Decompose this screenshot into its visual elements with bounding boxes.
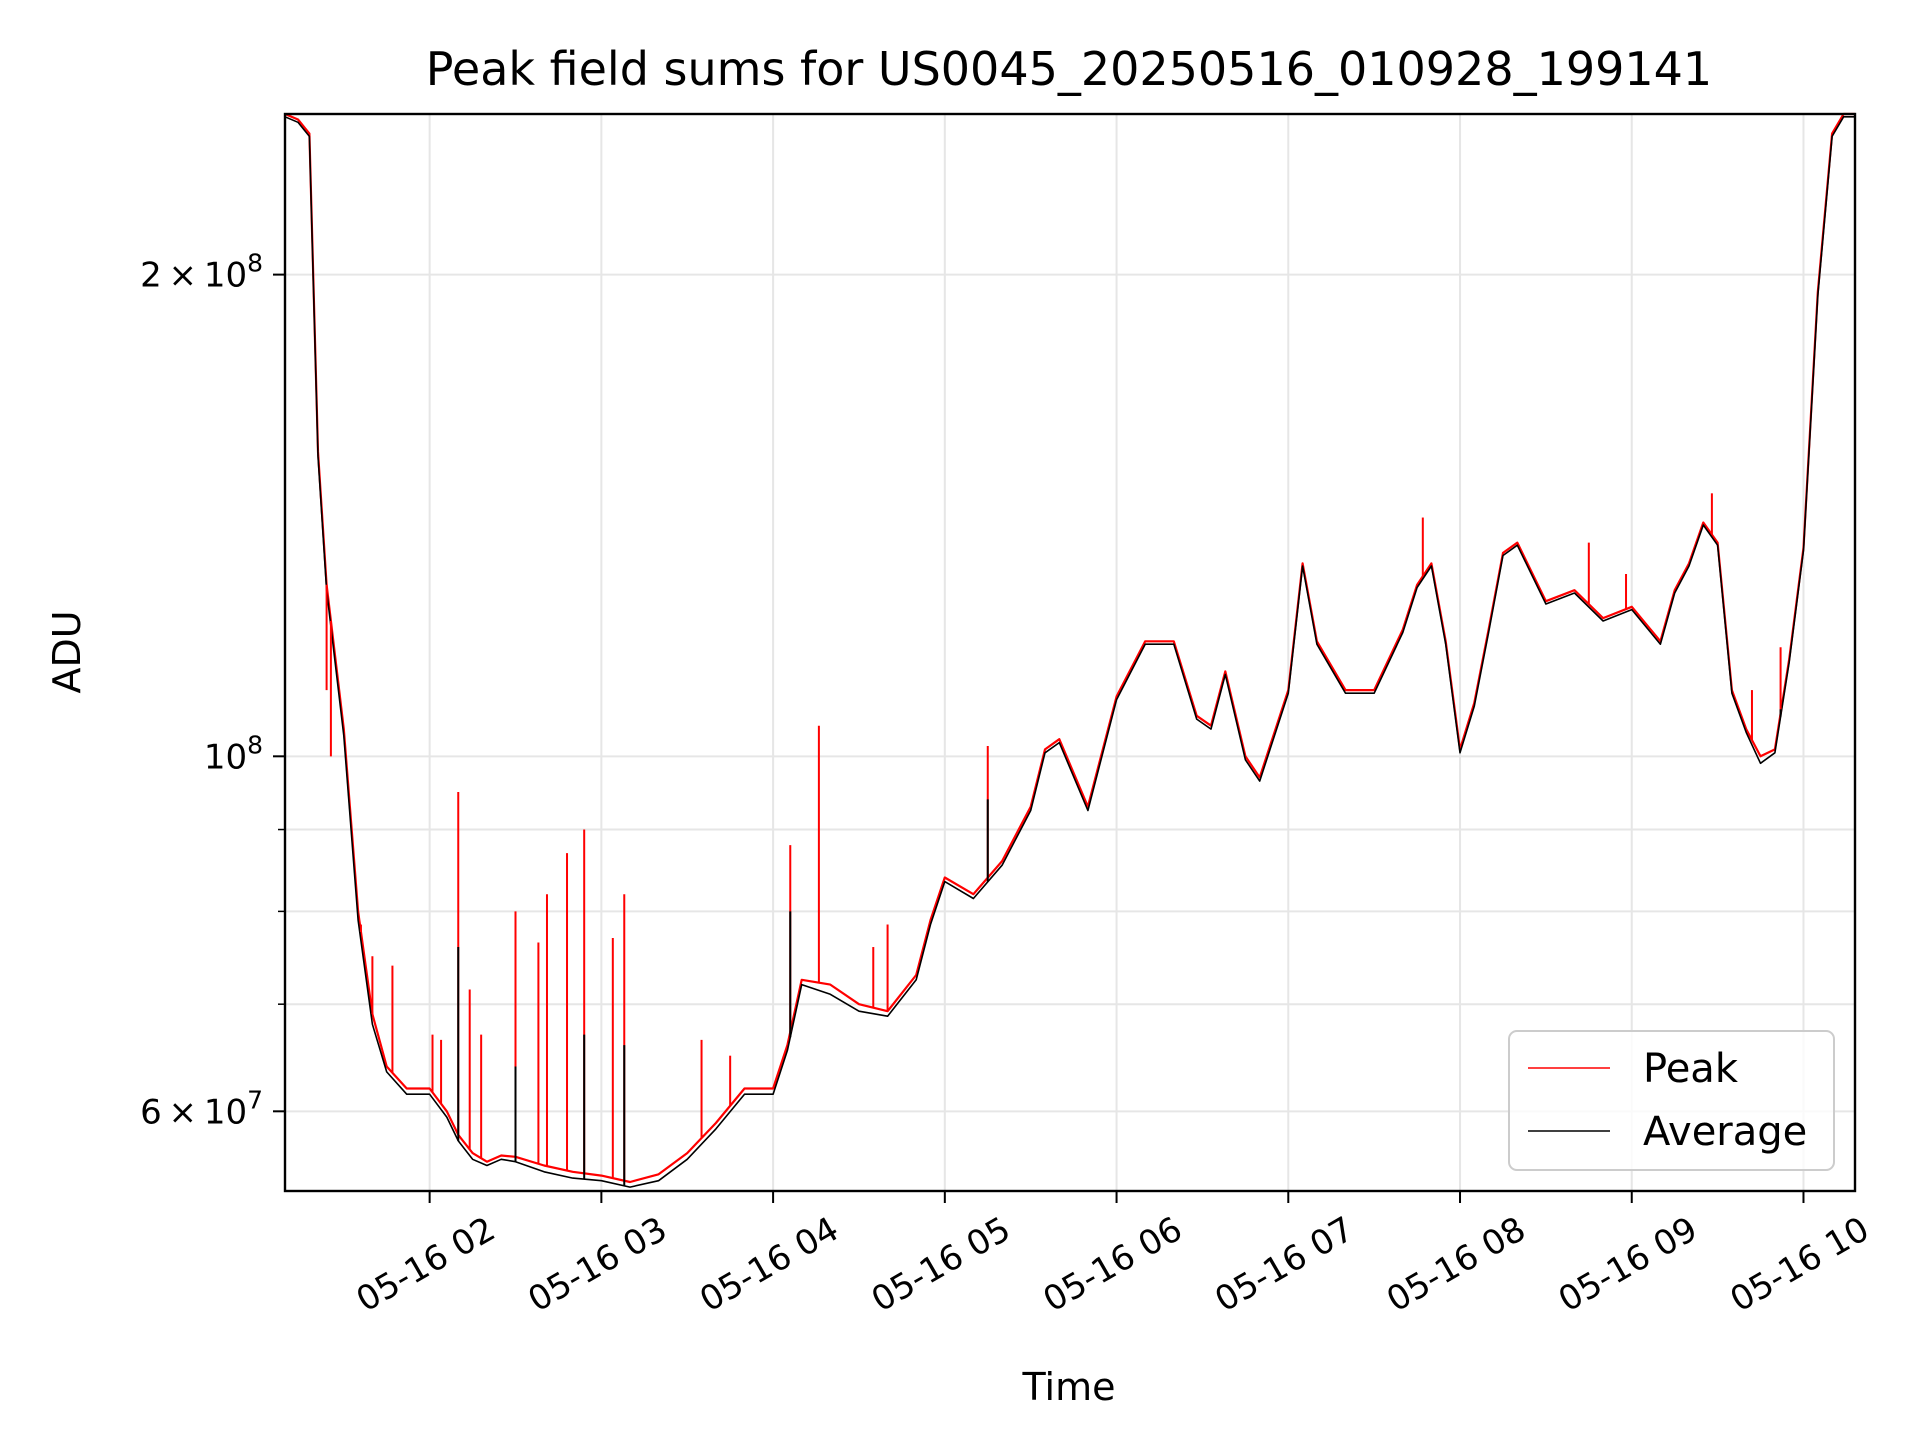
y-axis-label: ADU (45, 610, 89, 693)
x-axis-label: Time (1022, 1365, 1116, 1409)
x-tick-label: 05-16 07 (1208, 1209, 1360, 1320)
chart-title: Peak field sums for US0045_20250516_0109… (426, 42, 1712, 96)
y-axis-ticks: 6 × 107 108 2 × 108 (140, 249, 285, 1132)
legend-frame (1508, 1030, 1835, 1171)
y-tick-label: 108 (204, 730, 263, 777)
x-tick-label: 05-16 05 (865, 1209, 1017, 1320)
grid (285, 114, 1855, 1191)
x-tick-label: 05-16 08 (1380, 1209, 1532, 1320)
legend: Peak Average (1508, 1030, 1835, 1171)
series-line-average (284, 116, 1855, 1188)
x-tick-label: 05-16 06 (1037, 1209, 1189, 1320)
legend-label-peak: Peak (1643, 1046, 1739, 1092)
x-tick-label: 05-16 04 (693, 1209, 845, 1320)
legend-label-average: Average (1643, 1109, 1807, 1155)
plot-frame (283, 112, 1857, 1193)
x-axis-ticks: 05-16 02 05-16 03 05-16 04 05-16 05 05-16 06… (350, 1191, 1876, 1320)
x-tick-label: 05-16 09 (1552, 1209, 1704, 1320)
x-tick-label: 05-16 10 (1724, 1209, 1876, 1320)
series-lines (284, 112, 1855, 1188)
y-tick-label: 6 × 107 (140, 1085, 263, 1132)
x-tick-label: 05-16 02 (350, 1209, 502, 1320)
x-tick-label: 05-16 03 (521, 1209, 673, 1320)
y-tick-label: 2 × 108 (140, 249, 263, 296)
